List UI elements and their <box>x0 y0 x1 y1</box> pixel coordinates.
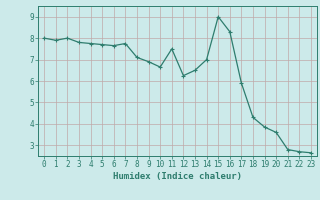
X-axis label: Humidex (Indice chaleur): Humidex (Indice chaleur) <box>113 172 242 181</box>
